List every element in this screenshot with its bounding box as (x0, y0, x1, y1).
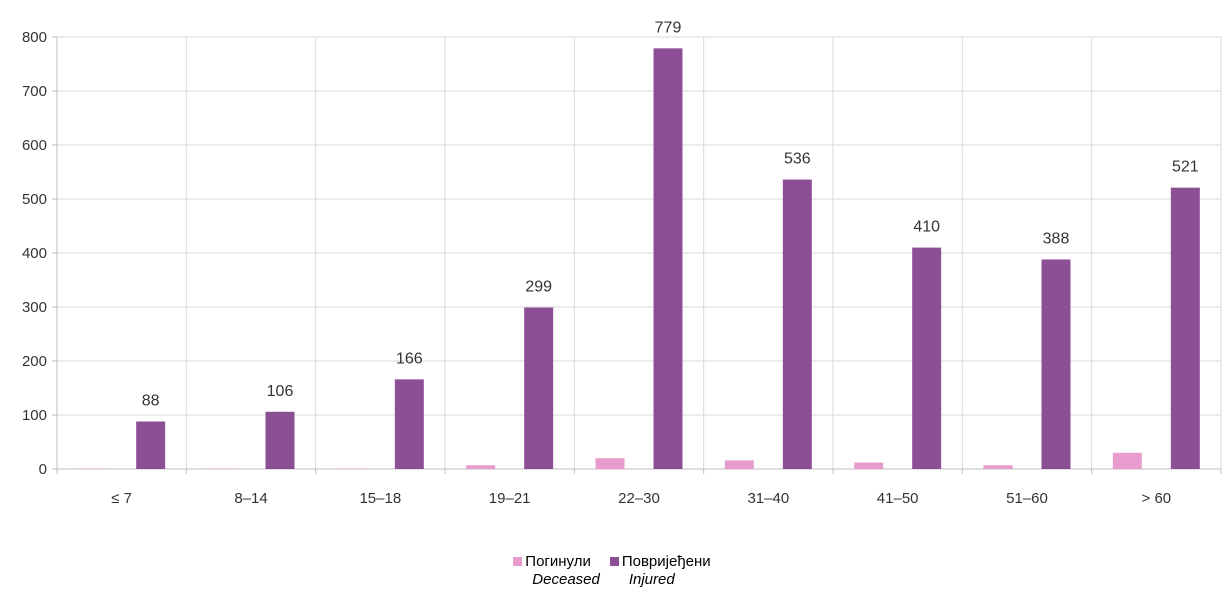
bar-deceased (854, 462, 884, 469)
bar-deceased (724, 460, 754, 469)
legend-label-injured: Повријеђени (621, 553, 711, 570)
y-axis-tick-label: 800 (22, 29, 47, 46)
y-axis-tick-label: 500 (22, 191, 47, 208)
data-label-injured: 521 (1172, 159, 1199, 176)
legend-sublabel-injured: Injured (628, 571, 675, 588)
bar-deceased (466, 465, 496, 469)
x-axis-category-label: 8–14 (234, 490, 267, 507)
y-axis-tick-label: 700 (22, 83, 47, 100)
grid-lines (52, 36, 1222, 474)
axes (56, 37, 1221, 470)
legend-text-injured: Повријеђени Injured (622, 553, 711, 589)
bar-injured (265, 411, 295, 469)
bar-deceased (207, 468, 237, 469)
data-label-injured: 388 (1043, 230, 1070, 247)
y-axis-tick-label: 600 (22, 137, 47, 154)
bar-deceased (336, 468, 366, 469)
data-label-injured: 166 (396, 350, 423, 367)
bar-injured (1170, 187, 1200, 469)
bar-deceased (78, 468, 108, 469)
legend-text-deceased: Погинули Deceased (525, 553, 600, 589)
x-axis-category-label: 19–21 (489, 490, 531, 507)
x-axis-category-label: ≤ 7 (111, 490, 132, 507)
legend-item-injured: Повријеђени Injured (609, 553, 711, 589)
legend-swatch-injured (609, 557, 619, 566)
y-axis-tick-label: 0 (39, 461, 47, 478)
x-axis-category-label: 22–30 (618, 490, 660, 507)
legend-item-deceased: Погинули Deceased (513, 553, 600, 589)
bar-injured (1041, 259, 1071, 469)
x-axis-category-label: > 60 (1142, 490, 1172, 507)
x-axis-category-label: 31–40 (747, 490, 789, 507)
legend-swatch-deceased (513, 557, 523, 566)
y-axis-tick-label: 200 (22, 353, 47, 370)
bar-deceased (1112, 452, 1142, 469)
bar-injured (653, 48, 683, 470)
y-axis-tick-label: 100 (22, 407, 47, 424)
data-label-injured: 779 (655, 19, 682, 36)
legend-label-deceased: Погинули (525, 553, 591, 570)
x-axis-category-label: 51–60 (1006, 490, 1048, 507)
bar-injured (912, 247, 942, 469)
legend-sublabel-deceased: Deceased (532, 571, 600, 588)
bar-injured (136, 421, 166, 469)
data-label-injured: 88 (142, 392, 160, 409)
bar-injured (782, 179, 812, 469)
data-label-injured: 106 (267, 383, 294, 400)
x-axis-category-label: 41–50 (877, 490, 919, 507)
y-axis-tick-label: 300 (22, 299, 47, 316)
bar-deceased (983, 465, 1013, 469)
bar-deceased (595, 458, 625, 469)
y-axis-tick-label: 400 (22, 245, 47, 262)
legend: Погинули Deceased Повријеђени Injured (0, 553, 1224, 589)
data-labels: 88 106 166 299 779 536 410 388 521 (142, 19, 1199, 409)
bars (78, 48, 1200, 470)
data-label-injured: 299 (525, 279, 552, 296)
data-label-injured: 536 (784, 151, 811, 168)
y-axis-tick-labels: 0 100 200 300 400 500 600 700 800 (22, 29, 47, 478)
x-axis-category-label: 15–18 (359, 490, 401, 507)
x-axis-category-labels: ≤ 7 8–14 15–18 19–21 22–30 31–40 41–50 51–60 > 6… (111, 490, 1171, 507)
data-label-injured: 410 (913, 219, 940, 236)
bar-injured (394, 379, 424, 469)
bar-injured (524, 307, 554, 469)
